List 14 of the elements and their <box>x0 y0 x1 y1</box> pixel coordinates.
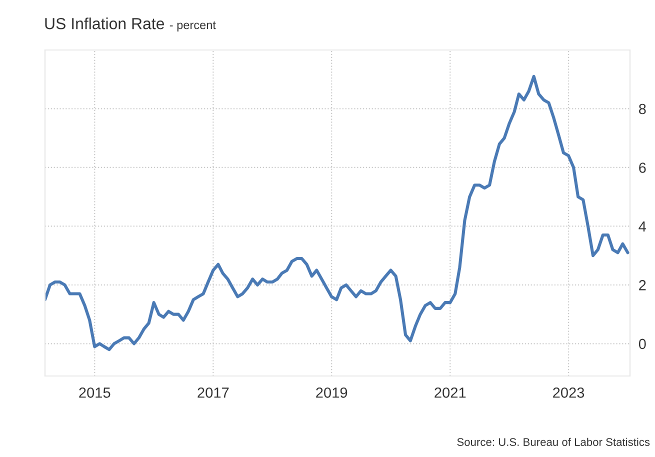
x-tick-label: 2019 <box>316 387 348 398</box>
chart-title: US Inflation Rate <box>45 18 164 30</box>
chart-subtitle: - percent <box>170 21 216 32</box>
x-tick-label: 2017 <box>198 387 229 398</box>
x-tick-label: 2023 <box>553 387 584 398</box>
y-tick-label: 8 <box>638 104 646 114</box>
x-tick-label: 2015 <box>79 387 110 398</box>
source-note: Source: U.S. Bureau of Labor Statistics <box>457 438 650 446</box>
y-tick-label: 6 <box>639 162 646 173</box>
x-tick-label: 2021 <box>434 387 466 398</box>
y-tick-label: 2 <box>639 280 646 290</box>
line-series <box>45 74 630 352</box>
y-tick-label: 4 <box>638 221 646 232</box>
y-tick-label: 0 <box>638 338 646 350</box>
